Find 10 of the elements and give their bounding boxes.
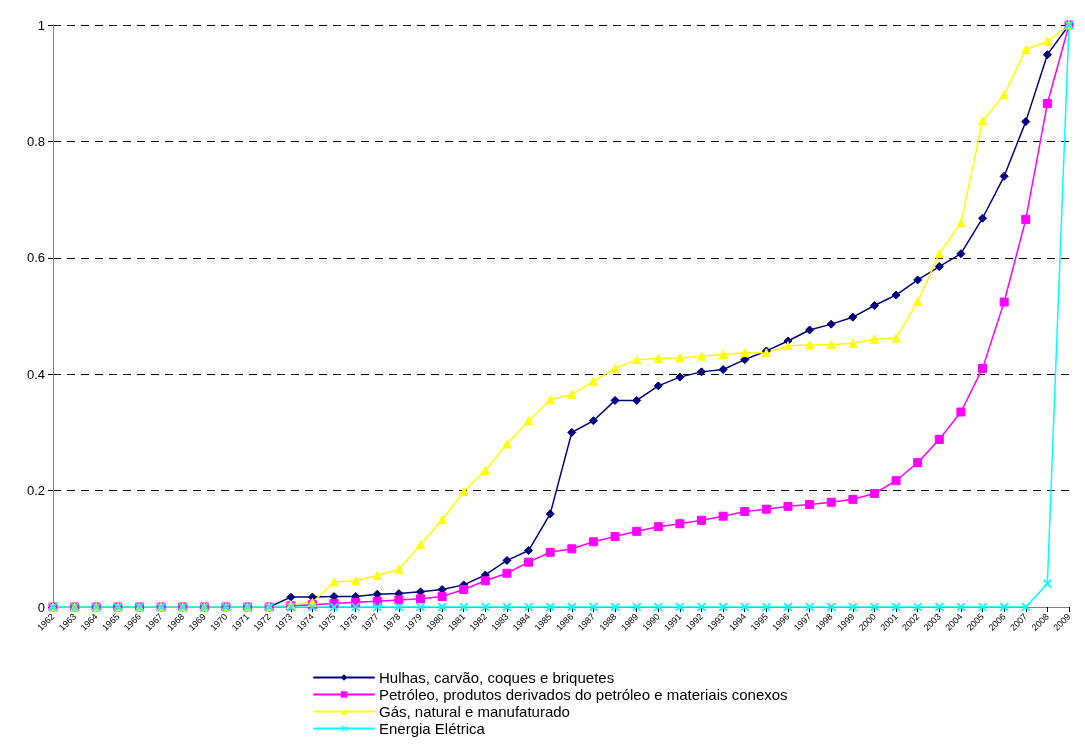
y-tick-label: 0.8 <box>26 133 45 149</box>
y-tick-label: 0 <box>37 599 45 615</box>
legend-label: Gás, natural e manufaturado <box>379 703 570 720</box>
y-tick-label: 0.6 <box>26 250 45 266</box>
y-tick-label: 0.4 <box>26 366 45 382</box>
legend-label: Petróleo, produtos derivados do petróleo e materiais conexos <box>379 686 788 703</box>
legend-label: Hulhas, carvão, coques e briquetes <box>379 669 615 686</box>
y-tick-label: 1 <box>37 17 45 33</box>
y-tick-label: 0.2 <box>26 483 45 499</box>
legend-label: Energia Elétrica <box>379 720 486 737</box>
